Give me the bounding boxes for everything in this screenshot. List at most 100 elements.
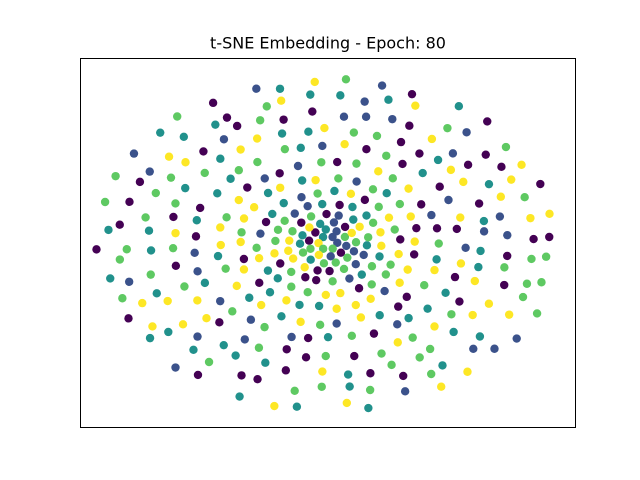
scatter-point <box>501 142 511 152</box>
scatter-point <box>330 186 339 196</box>
scatter-point <box>545 209 554 218</box>
scatter-point <box>237 228 246 237</box>
scatter-point <box>193 296 202 305</box>
scatter-point <box>365 385 375 395</box>
scatter-point <box>290 209 299 218</box>
scatter-point <box>537 278 546 287</box>
scatter-point <box>195 203 205 213</box>
scatter-point <box>171 261 181 270</box>
scatter-point <box>332 319 341 328</box>
scatter-point <box>295 239 305 248</box>
scatter-point <box>334 211 343 220</box>
scatter-point <box>296 143 305 153</box>
scatter-point <box>311 228 320 237</box>
scatter-point <box>321 351 330 361</box>
scatter-point <box>410 237 419 246</box>
scatter-point <box>297 176 307 185</box>
scatter-point <box>277 129 287 138</box>
scatter-point <box>192 216 201 225</box>
scatter-point <box>333 238 342 247</box>
scatter-point <box>364 403 373 413</box>
scatter-point <box>332 304 341 313</box>
scatter-point <box>169 212 178 222</box>
scatter-point <box>382 151 391 160</box>
scatter-point <box>427 134 437 144</box>
scatter-point <box>287 332 296 342</box>
scatter-point <box>135 177 145 187</box>
scatter-point <box>484 179 494 189</box>
scatter-point <box>280 216 289 226</box>
scatter-point <box>522 279 532 288</box>
scatter-point <box>275 84 285 93</box>
scatter-point <box>240 335 250 344</box>
scatter-point <box>261 217 271 227</box>
scatter-point <box>287 267 296 277</box>
scatter-point <box>341 75 351 84</box>
scatter-point <box>262 102 271 111</box>
scatter-point <box>260 322 269 332</box>
scatter-point <box>375 252 384 261</box>
scatter-point <box>232 121 242 131</box>
scatter-point <box>252 134 262 143</box>
scatter-point <box>402 292 411 302</box>
scatter-point <box>443 123 452 133</box>
scatter-point <box>347 331 357 340</box>
scatter-point <box>366 294 375 304</box>
scatter-point <box>348 202 357 212</box>
scatter-point <box>190 248 199 257</box>
scatter-point <box>191 232 201 241</box>
scatter-point <box>163 296 172 306</box>
scatter-point <box>351 260 360 269</box>
scatter-point <box>430 265 439 275</box>
scatter-point <box>326 252 335 261</box>
scatter-point <box>420 280 429 290</box>
scatter-point <box>200 278 210 288</box>
scatter-point <box>297 193 306 202</box>
scatter-point <box>349 247 359 256</box>
scatter-point <box>315 219 325 229</box>
scatter-point <box>236 237 245 247</box>
scatter-point <box>384 95 393 104</box>
scatter-point <box>222 113 232 122</box>
scatter-point <box>404 184 413 193</box>
scatter-point <box>314 250 324 260</box>
scatter-point <box>256 229 265 238</box>
scatter-point <box>398 159 407 169</box>
scatter-point <box>318 232 328 242</box>
scatter-point <box>226 174 235 183</box>
scatter-point <box>470 276 480 286</box>
points-layer <box>92 75 554 413</box>
scatter-point <box>432 224 442 233</box>
scatter-point <box>346 189 356 199</box>
scatter-point <box>239 214 249 223</box>
scatter-point <box>321 225 330 234</box>
scatter-point <box>232 281 241 291</box>
scatter-point <box>180 282 189 291</box>
scatter-point <box>388 114 397 124</box>
scatter-point <box>310 77 319 87</box>
scatter-point <box>270 401 279 411</box>
scatter-point <box>168 243 178 253</box>
scatter-point <box>497 162 506 172</box>
scatter-point <box>216 223 225 232</box>
scatter-point <box>315 320 325 330</box>
scatter-point <box>239 254 249 264</box>
scatter-point <box>328 277 337 286</box>
scatter-point <box>273 225 283 234</box>
scatter-point <box>320 123 329 133</box>
scatter-point <box>125 197 134 207</box>
scatter-point <box>418 168 427 178</box>
scatter-point <box>228 307 237 316</box>
scatter-point <box>452 224 462 234</box>
scatter-point <box>277 312 286 321</box>
scatter-point <box>115 255 125 264</box>
scatter-point <box>287 282 296 291</box>
scatter-point <box>369 329 379 338</box>
scatter-point <box>387 360 396 370</box>
scatter-point <box>500 280 509 290</box>
scatter-point <box>529 234 538 244</box>
scatter-point <box>520 193 529 202</box>
scatter-point <box>500 263 509 272</box>
scatter-point <box>503 230 512 240</box>
